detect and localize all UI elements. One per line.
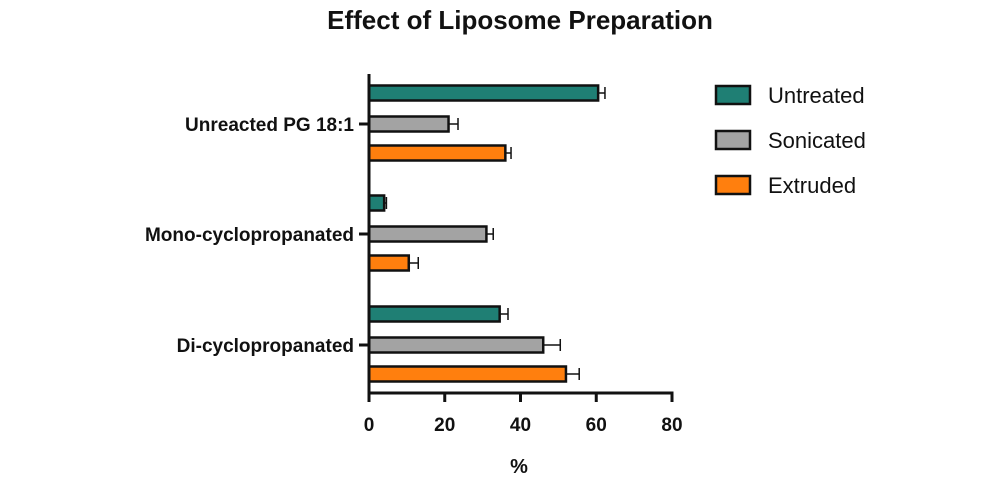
x-tick-label-60: 60: [586, 415, 607, 436]
x-tick-label-20: 20: [434, 415, 455, 436]
x-tick-label-0: 0: [364, 415, 375, 436]
bar-extruded-3: [367, 365, 568, 383]
y-tick-label-1: Unreacted PG 18:1: [185, 115, 354, 136]
axes-layer: Unreacted PG 18:1 Mono-cyclopropanated Di-…: [145, 74, 683, 436]
chart-title: Effect of Liposome Preparation: [327, 5, 713, 35]
bars-layer: [367, 84, 606, 383]
legend-swatch-sonicated: [714, 129, 752, 151]
bar-sonicated-3: [367, 336, 545, 354]
legend-swatch-untreated: [714, 84, 752, 106]
x-axis-title: %: [510, 456, 528, 478]
bar-extruded-1: [367, 144, 507, 162]
legend-label-extruded: Extruded: [768, 173, 856, 198]
legend-label-untreated: Untreated: [768, 83, 865, 108]
y-tick-label-2: Mono-cyclopropanated: [145, 225, 354, 246]
bar-untreated-1: [367, 84, 600, 102]
bar-sonicated-1: [367, 115, 450, 133]
legend-label-sonicated: Sonicated: [768, 128, 866, 153]
bar-untreated-2: [367, 194, 386, 212]
bar-sonicated-2: [367, 225, 488, 243]
legend: Untreated Sonicated Extruded: [714, 83, 866, 198]
bar-untreated-3: [367, 305, 501, 323]
bar-extruded-2: [367, 254, 411, 272]
x-tick-label-40: 40: [510, 415, 531, 436]
x-tick-label-80: 80: [661, 415, 682, 436]
legend-swatch-extruded: [714, 174, 752, 196]
y-tick-label-3: Di-cyclopropanated: [177, 336, 354, 357]
